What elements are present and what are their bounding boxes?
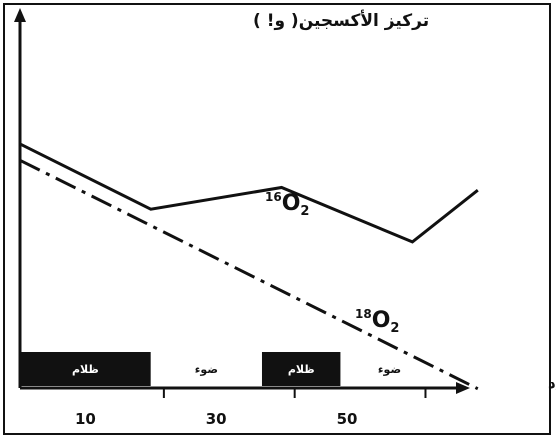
chart-frame: [3, 3, 551, 435]
period-band-0: [20, 352, 151, 386]
period-band-2: [261, 352, 341, 386]
period-label-0: ظلام: [72, 363, 99, 376]
period-label-2: ظلام: [288, 363, 315, 376]
y-axis-label: تركيز الأكسجين( و! ): [253, 10, 429, 31]
period-band-3: [340, 352, 439, 386]
period-band-1: [150, 352, 262, 386]
period-label-1: ضوء: [195, 363, 218, 376]
x-axis-arrow: [456, 382, 470, 394]
series-label-subscript-1: 2: [390, 321, 399, 336]
x-tick-label-2: 50: [337, 410, 358, 428]
series-lines: [19, 142, 479, 391]
series-label-1: 18O2: [355, 307, 399, 336]
series-line-1: [19, 158, 479, 391]
x-tick-label-0: 10: [75, 410, 96, 428]
series-label-isotope-1: 18: [355, 307, 372, 321]
period-label-3: ضوء: [378, 363, 401, 376]
series-label-isotope-0: 16: [265, 190, 282, 204]
x-tick-label-1: 30: [206, 410, 227, 428]
series-line-0: [19, 142, 479, 244]
series-label-subscript-0: 2: [300, 204, 309, 219]
series-label-base-1: O: [372, 308, 391, 333]
y-axis-arrow: [14, 8, 26, 22]
x-ticks: 10 30 50: [75, 388, 427, 428]
series-label-0: 16O2: [265, 190, 309, 219]
light-dark-periods: ظلام ضوء ظلام ضوء: [20, 352, 439, 386]
x-axis-label: الزمن/د: [548, 374, 556, 392]
series-label-base-0: O: [282, 191, 301, 216]
